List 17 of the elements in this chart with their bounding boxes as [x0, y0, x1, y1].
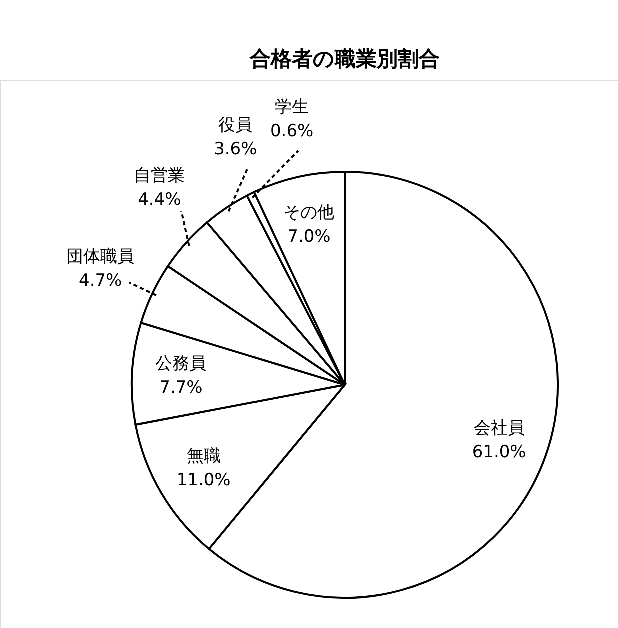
- data-label: 11.0%: [176, 470, 231, 490]
- data-label: 7.7%: [160, 378, 203, 398]
- data-label: 3.6%: [214, 140, 258, 160]
- slice-label: その他: [284, 202, 335, 223]
- data-label: 61.0%: [472, 442, 526, 463]
- slice-label: 自営業: [134, 166, 186, 186]
- slice-label: 役員: [218, 116, 253, 136]
- data-label: 0.6%: [270, 122, 314, 142]
- data-label: 4.7%: [78, 271, 122, 292]
- slice-label: 無職: [186, 446, 221, 466]
- slice-label: 会社員: [474, 418, 525, 439]
- data-label: 7.0%: [288, 226, 331, 247]
- slice-label: 団体職員: [66, 247, 135, 268]
- data-label: 4.4%: [138, 190, 182, 210]
- slice-label: 公務員: [156, 354, 207, 374]
- chart-title: 合格者の職業別割合: [249, 47, 440, 71]
- slice-label: 学生: [275, 98, 310, 118]
